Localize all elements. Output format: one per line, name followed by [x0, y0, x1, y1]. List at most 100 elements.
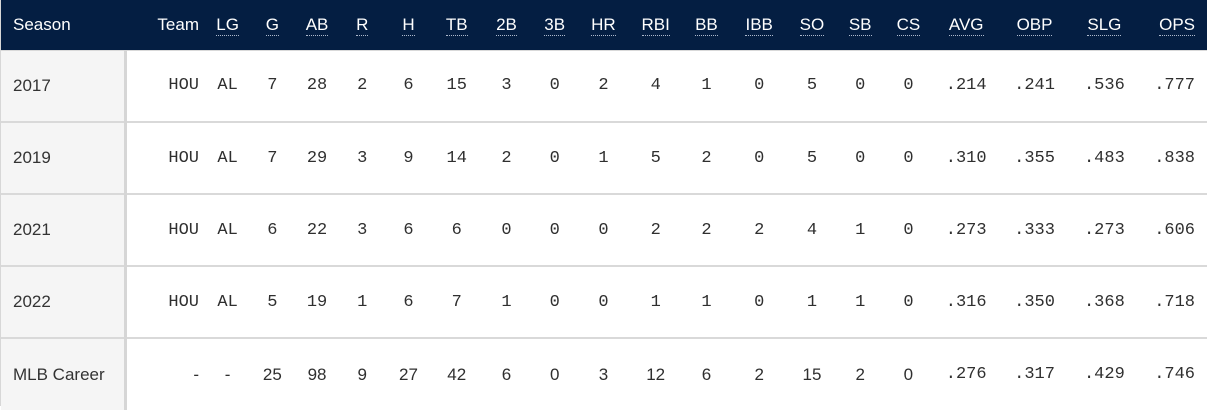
cell-lg: AL	[217, 292, 238, 312]
header-obp[interactable]: OBP	[1016, 14, 1053, 36]
cell-obp: .317	[1014, 365, 1055, 384]
header-hr[interactable]: HR	[591, 14, 616, 36]
header-cs[interactable]: CS	[896, 14, 921, 36]
cell-lg: -	[224, 364, 231, 384]
cell-ibb: 0	[754, 76, 765, 96]
header-r[interactable]: R	[356, 14, 369, 36]
cell-h: 9	[403, 148, 414, 168]
cell-ops: .777	[1154, 76, 1195, 96]
table-row-2021: 2021 HOU AL 6 22 3 6 6 0 0 0 2 2 2 4 1 0…	[1, 194, 1207, 266]
cell-cs: 0	[903, 292, 914, 312]
cell-team: HOU	[168, 220, 199, 240]
cell-sb: 0	[855, 76, 866, 96]
header-g[interactable]: G	[265, 14, 279, 36]
cell-3b: 0	[549, 76, 560, 96]
cell-g: 7	[267, 148, 278, 168]
cell-slg: .536	[1083, 76, 1125, 96]
cell-obp: .355	[1014, 148, 1055, 168]
cell-tb: 14	[446, 148, 467, 168]
table-row-2019: 2019 HOU AL 7 29 3 9 14 2 0 1 5 2 0 5 0 …	[1, 122, 1207, 194]
header-bb[interactable]: BB	[695, 14, 718, 36]
cell-r: 3	[357, 220, 368, 240]
cell-rbi: 1	[650, 292, 661, 312]
cell-slg: .429	[1083, 365, 1125, 384]
cell-avg: .214	[945, 76, 987, 96]
cell-2b: 1	[501, 292, 512, 312]
cell-r: 9	[357, 364, 367, 384]
cell-season: 2022	[1, 266, 128, 338]
cell-so: 15	[802, 364, 822, 384]
cell-ops: .746	[1154, 365, 1195, 384]
header-lg[interactable]: LG	[216, 14, 239, 36]
cell-avg: .316	[945, 292, 987, 312]
cell-bb: 1	[701, 76, 712, 96]
cell-obp: .350	[1014, 292, 1055, 312]
cell-rbi: 12	[646, 364, 666, 384]
header-ops[interactable]: OPS	[1159, 14, 1195, 36]
cell-g: 25	[262, 364, 282, 384]
cell-hr: 2	[598, 76, 609, 96]
header-slg[interactable]: SLG	[1087, 14, 1122, 36]
cell-avg: .310	[945, 148, 987, 168]
cell-bb: 1	[701, 292, 712, 312]
header-tb[interactable]: TB	[445, 14, 468, 36]
cell-lg: AL	[217, 220, 238, 240]
cell-bb: 2	[701, 220, 712, 240]
header-3b[interactable]: 3B	[544, 14, 566, 36]
cell-g: 6	[267, 220, 278, 240]
header-h[interactable]: H	[402, 14, 415, 36]
cell-cs: 0	[903, 148, 914, 168]
header-ab[interactable]: AB	[305, 14, 329, 36]
cell-so: 5	[806, 76, 818, 96]
header-ibb[interactable]: IBB	[745, 14, 773, 36]
cell-season: 2017	[1, 50, 128, 122]
cell-ab: 28	[306, 76, 328, 96]
cell-ab: 22	[306, 220, 328, 240]
cell-tb: 6	[451, 220, 462, 240]
cell-hr: 0	[598, 292, 609, 312]
cell-3b: 0	[549, 220, 560, 240]
cell-season: 2021	[1, 194, 128, 266]
table-header-row: Season Team LG G AB R H TB 2B 3B HR RBI …	[1, 0, 1207, 50]
cell-rbi: 2	[650, 220, 661, 240]
cell-3b: 0	[549, 364, 560, 384]
cell-avg: .273	[945, 220, 987, 240]
cell-sb: 2	[855, 364, 865, 384]
cell-avg: .276	[945, 365, 987, 384]
cell-season: MLB Career	[1, 338, 128, 410]
header-avg[interactable]: AVG	[948, 14, 984, 36]
cell-sb: 1	[855, 220, 866, 240]
cell-lg: AL	[217, 148, 238, 168]
cell-rbi: 4	[650, 76, 661, 96]
table-row-career: MLB Career - - 25 98 9 27 42 6 0 3 12 6 …	[1, 338, 1207, 410]
cell-ibb: 2	[754, 220, 765, 240]
cell-hr: 3	[598, 364, 609, 384]
cell-ab: 98	[307, 364, 327, 384]
cell-sb: 1	[855, 292, 866, 312]
cell-ops: .838	[1154, 148, 1195, 168]
header-rbi[interactable]: RBI	[641, 14, 670, 36]
cell-team: -	[193, 364, 199, 384]
cell-tb: 15	[446, 76, 467, 96]
header-sb[interactable]: SB	[848, 14, 872, 36]
cell-cs: 0	[903, 220, 914, 240]
header-team[interactable]: Team	[157, 14, 199, 34]
cell-3b: 0	[549, 292, 560, 312]
cell-lg: AL	[217, 76, 238, 96]
table-row-2017: 2017 HOU AL 7 28 2 6 15 3 0 2 4 1 0 5 0 …	[1, 50, 1207, 122]
cell-h: 27	[399, 364, 418, 384]
header-so[interactable]: SO	[799, 14, 825, 36]
cell-team: HOU	[168, 76, 199, 96]
cell-so: 5	[806, 148, 818, 168]
cell-sb: 0	[855, 148, 866, 168]
cell-obp: .241	[1014, 76, 1055, 96]
cell-h: 6	[403, 292, 414, 312]
header-2b[interactable]: 2B	[496, 14, 517, 36]
cell-g: 7	[267, 76, 278, 96]
header-season[interactable]: Season	[13, 14, 71, 34]
cell-h: 6	[403, 76, 414, 96]
cell-2b: 6	[501, 364, 512, 384]
cell-g: 5	[267, 292, 278, 312]
